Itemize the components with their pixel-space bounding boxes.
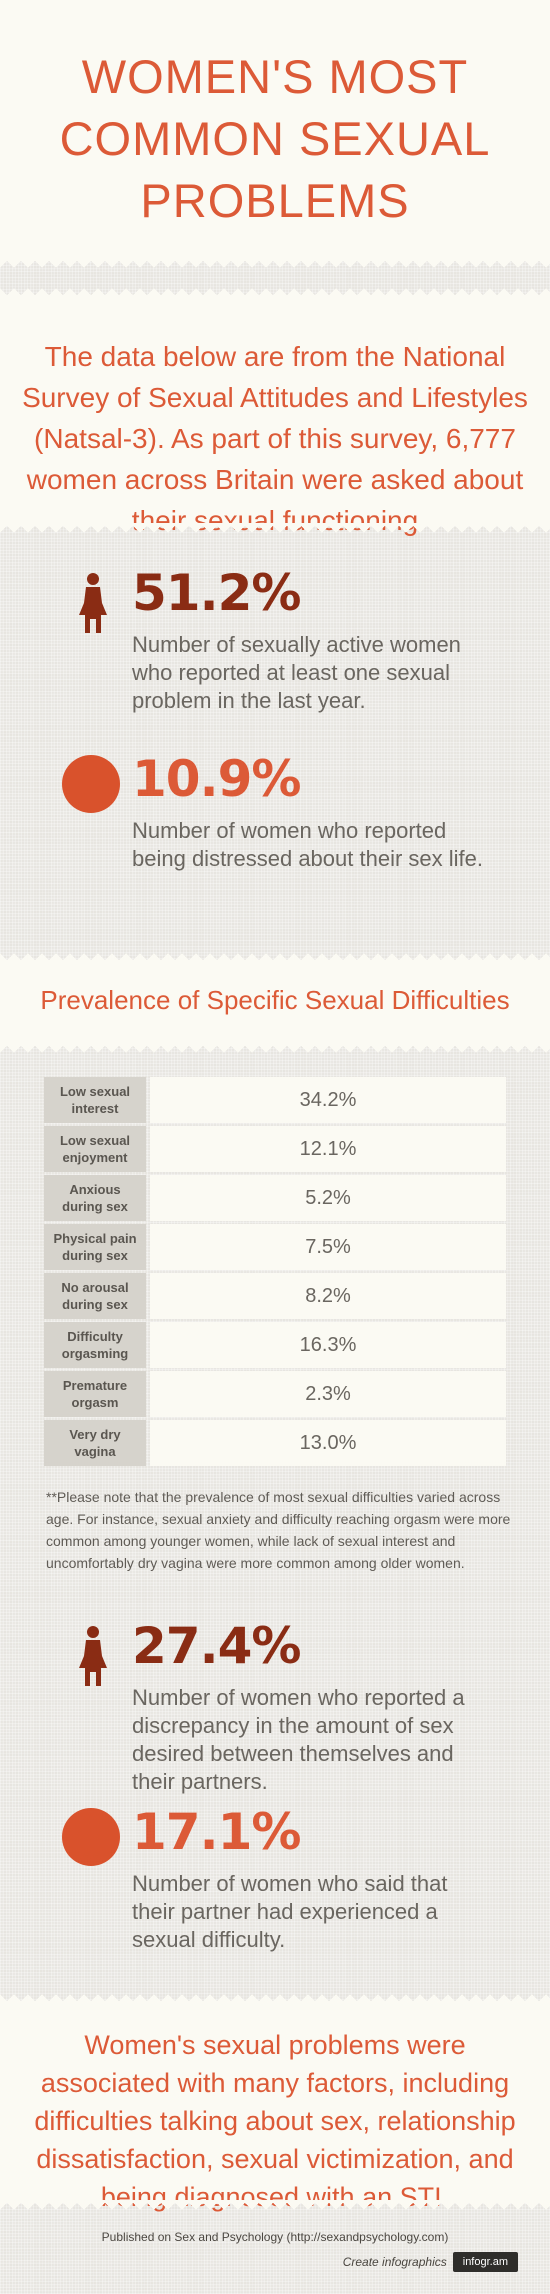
stat-block: 27.4% Number of women who reported a dis… — [0, 1616, 550, 1802]
woman-icon — [79, 1626, 107, 1686]
table-row: Difficulty orgasming 16.3% — [44, 1322, 506, 1368]
table-row: Physical pain during sex 7.5% — [44, 1224, 506, 1270]
published-credit[interactable]: Published on Sex and Psychology (http://… — [101, 2230, 449, 2244]
circle-icon — [62, 755, 120, 813]
conclusion-text: Women's sexual problems were associated … — [34, 2030, 516, 2212]
stat-value: 27.4% — [132, 1617, 301, 1675]
row-value: 2.3% — [150, 1371, 506, 1417]
stats-top: 51.2% Number of sexually active women wh… — [0, 523, 550, 925]
intro-text: The data below are from the National Sur… — [22, 341, 528, 536]
stat-value: 51.2% — [132, 564, 301, 622]
stat-block: 51.2% Number of sexually active women wh… — [0, 563, 550, 749]
table-row: No arousal during sex 8.2% — [44, 1273, 506, 1319]
stats-bottom: 27.4% Number of women who reported a dis… — [0, 1574, 550, 1962]
intro-section: The data below are from the National Sur… — [0, 288, 550, 536]
row-label: Difficulty orgasming — [44, 1322, 146, 1368]
table-row: Anxious during sex 5.2% — [44, 1175, 506, 1221]
row-label: Anxious during sex — [44, 1175, 146, 1221]
table-row: Low sexual interest 34.2% — [44, 1077, 506, 1123]
row-label: No arousal during sex — [44, 1273, 146, 1319]
row-value: 16.3% — [150, 1322, 506, 1368]
row-value: 7.5% — [150, 1224, 506, 1270]
conclusion-section: Women's sexual problems were associated … — [0, 1994, 550, 2212]
infogram-logo[interactable]: infogr.am — [452, 2252, 518, 2272]
stat-description: Number of women who said that their part… — [132, 1871, 448, 1952]
title-section: WOMEN'S MOST COMMON SEXUAL PROBLEMS — [0, 0, 550, 268]
table-row: Very dry vagina 13.0% — [44, 1420, 506, 1466]
row-value: 34.2% — [150, 1077, 506, 1123]
section-title: Prevalence of Specific Sexual Difficulti… — [40, 985, 510, 1015]
row-value: 13.0% — [150, 1420, 506, 1466]
create-infographics-link[interactable]: Create infographics — [342, 2255, 447, 2269]
footnote: **Please note that the prevalence of mos… — [46, 1489, 511, 1571]
stat-description: Number of women who reported a discrepan… — [132, 1685, 465, 1794]
stat-block: 10.9% Number of women who reported being… — [0, 749, 550, 925]
row-value: 12.1% — [150, 1126, 506, 1172]
stat-block: 17.1% Number of women who said that thei… — [0, 1802, 550, 1962]
row-label: Premature orgasm — [44, 1371, 146, 1417]
row-label: Low sexual enjoyment — [44, 1126, 146, 1172]
footer: Published on Sex and Psychology (http://… — [0, 2200, 550, 2294]
footer-brand-row: Create infographics infogr.am — [0, 2252, 550, 2272]
row-label: Very dry vagina — [44, 1420, 146, 1466]
stat-description: Number of sexually active women who repo… — [132, 632, 461, 713]
row-label: Physical pain during sex — [44, 1224, 146, 1270]
stat-value: 17.1% — [132, 1803, 301, 1861]
woman-icon — [79, 573, 107, 633]
page-title-line-1: WOMEN'S MOST — [81, 50, 469, 103]
row-value: 5.2% — [150, 1175, 506, 1221]
row-value: 8.2% — [150, 1273, 506, 1319]
stat-description: Number of women who reported being distr… — [132, 818, 483, 871]
difficulties-table: Low sexual interest 34.2% Low sexual enj… — [44, 1077, 506, 1466]
page-title-line-2: COMMON SEXUAL — [59, 112, 491, 165]
table-row: Premature orgasm 2.3% — [44, 1371, 506, 1417]
stat-value: 10.9% — [132, 750, 301, 808]
table-row: Low sexual enjoyment 12.1% — [44, 1126, 506, 1172]
section-header: Prevalence of Specific Sexual Difficulti… — [0, 953, 550, 1053]
circle-icon — [62, 1808, 120, 1866]
page-title-line-3: PROBLEMS — [140, 174, 410, 227]
row-label: Low sexual interest — [44, 1077, 146, 1123]
